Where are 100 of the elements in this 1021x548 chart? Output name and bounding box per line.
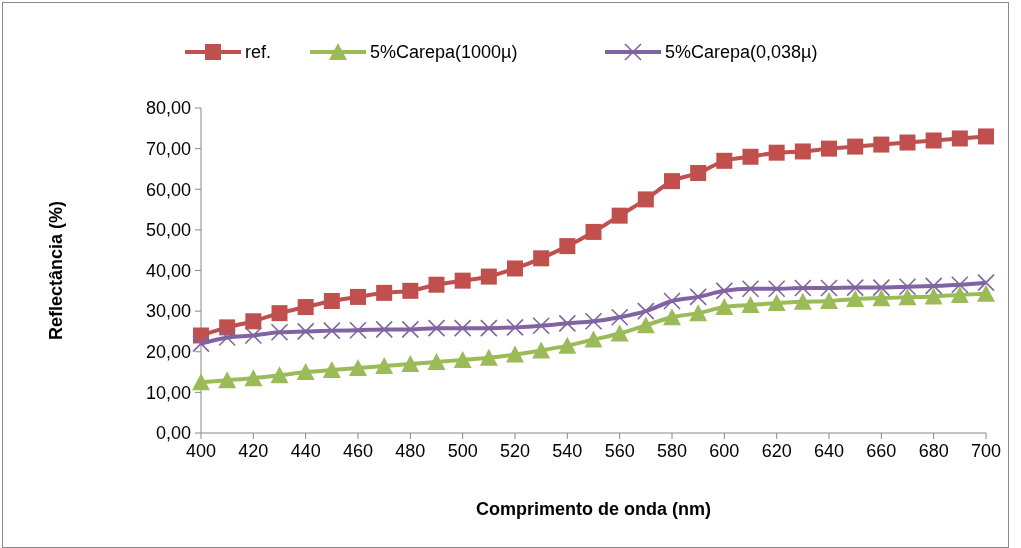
point — [977, 273, 995, 292]
point — [847, 138, 864, 155]
point — [690, 165, 707, 181]
point — [427, 319, 446, 337]
point — [401, 354, 420, 372]
point — [820, 279, 838, 297]
y-tick-label: 30,00 — [145, 301, 191, 322]
legend-label: 5%Carepa(1000µ) — [370, 42, 518, 63]
point — [846, 289, 865, 307]
point — [192, 373, 210, 391]
point — [454, 272, 471, 289]
x-tick-label: 580 — [656, 441, 688, 461]
point — [715, 282, 734, 300]
legend-label: 5%Carepa(0,038µ) — [665, 42, 818, 63]
x-tick-label: 620 — [761, 441, 792, 461]
point — [663, 308, 681, 326]
point — [533, 250, 550, 267]
point — [611, 207, 628, 224]
y-tick-label: 50,00 — [145, 220, 191, 241]
x-tick-label: 400 — [185, 441, 217, 461]
point — [741, 279, 760, 298]
point — [768, 144, 785, 161]
point — [794, 143, 811, 160]
point — [951, 275, 969, 294]
point — [689, 288, 707, 306]
point — [899, 134, 916, 151]
x-tick-label: 460 — [342, 441, 374, 461]
x-tick-label: 660 — [866, 441, 897, 461]
point — [192, 334, 210, 353]
point — [924, 287, 943, 305]
x-tick-label: 600 — [709, 441, 740, 461]
point — [767, 279, 786, 298]
point — [872, 289, 891, 307]
point — [821, 140, 837, 157]
point — [925, 132, 942, 149]
point — [453, 350, 472, 368]
point — [218, 328, 236, 347]
point — [479, 348, 498, 366]
point — [559, 238, 576, 255]
point — [506, 318, 524, 337]
point — [322, 361, 341, 379]
point — [428, 276, 445, 293]
point — [584, 330, 603, 348]
point — [375, 356, 394, 374]
point — [820, 291, 838, 309]
point — [323, 321, 341, 340]
point — [637, 191, 654, 208]
point — [950, 285, 969, 303]
y-tick-label: 20,00 — [145, 342, 191, 363]
point — [532, 341, 551, 359]
point — [375, 320, 393, 339]
point — [636, 316, 655, 334]
y-tick-label: 10,00 — [145, 382, 191, 403]
y-tick-label: 70,00 — [145, 138, 191, 159]
point — [349, 321, 367, 340]
point — [716, 152, 733, 169]
y-tick-label: 80,00 — [145, 98, 191, 119]
x-tick-label: 420 — [238, 441, 269, 461]
y-tick-label: 60,00 — [145, 179, 191, 200]
point — [924, 277, 943, 295]
point — [244, 326, 263, 345]
point — [270, 323, 289, 342]
point — [401, 320, 420, 339]
point — [664, 173, 680, 190]
point — [584, 312, 603, 331]
point — [558, 314, 577, 333]
point — [767, 294, 786, 311]
point — [846, 278, 864, 297]
x-tick-label: 500 — [447, 441, 478, 461]
point — [742, 148, 759, 165]
x-tick-label: 680 — [918, 441, 949, 461]
point — [323, 292, 340, 309]
x-tick-label: 700 — [970, 441, 1002, 461]
x-tick-label: 560 — [604, 441, 635, 461]
point — [873, 136, 890, 153]
y-tick-label: 0,00 — [155, 423, 191, 444]
point — [610, 324, 629, 342]
point — [270, 366, 289, 384]
point — [898, 288, 917, 306]
point — [532, 316, 550, 335]
point — [480, 268, 497, 285]
point — [271, 305, 288, 322]
point — [480, 319, 498, 337]
x-tick-label: 640 — [813, 441, 845, 461]
point — [715, 298, 734, 316]
y-axis-title: Reflectância (%) — [46, 200, 66, 341]
point — [349, 359, 367, 376]
point — [610, 308, 629, 327]
x-tick-label: 480 — [395, 441, 426, 461]
point — [453, 319, 472, 337]
point — [794, 279, 812, 297]
x-tick-label: 540 — [552, 441, 583, 461]
x-tick-label: 520 — [499, 441, 531, 461]
y-tick-label: 40,00 — [145, 260, 191, 281]
point — [506, 345, 524, 363]
point — [741, 296, 760, 314]
point — [427, 352, 446, 370]
point — [376, 284, 393, 301]
point — [218, 371, 237, 389]
point — [245, 313, 262, 330]
